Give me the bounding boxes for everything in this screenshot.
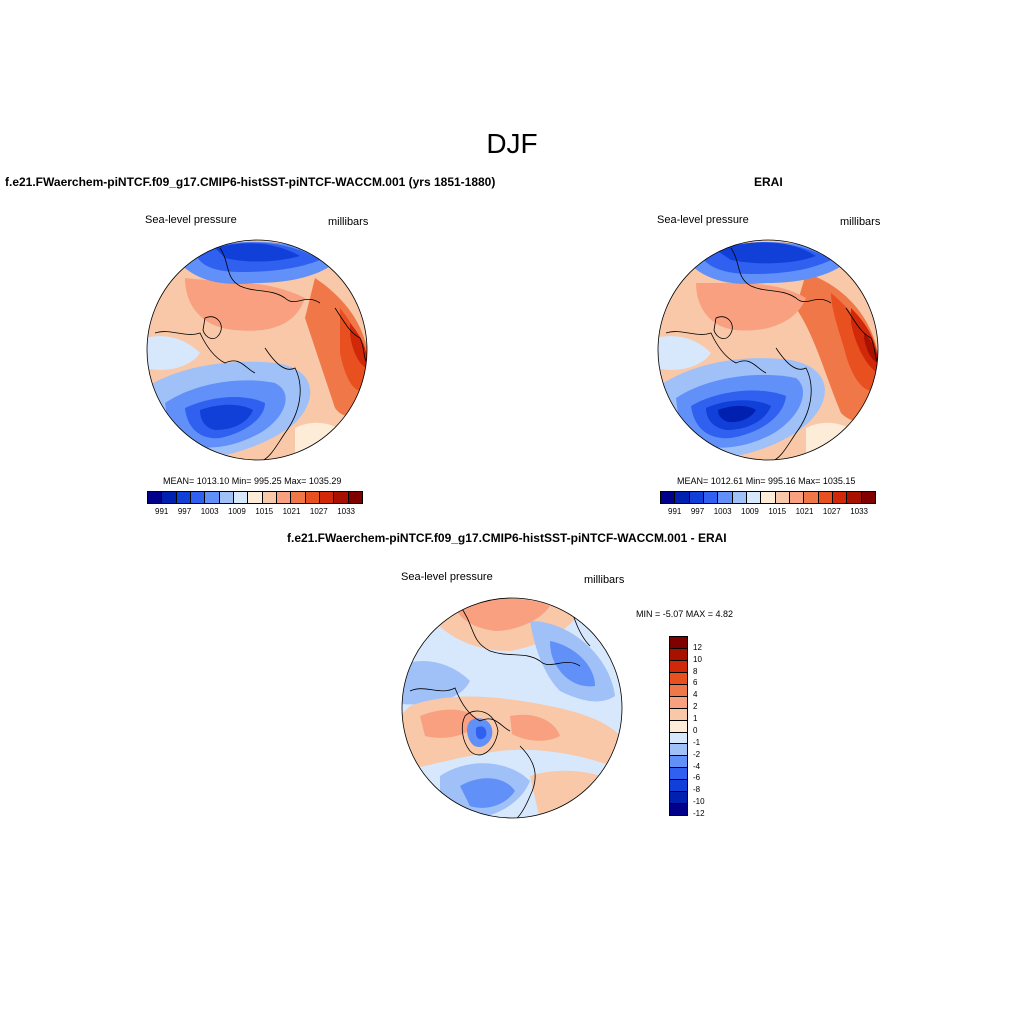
obs-colorbar-swatch bbox=[675, 492, 690, 503]
model-colorbar-swatch bbox=[276, 492, 292, 503]
model-colorbar-swatch bbox=[348, 492, 362, 503]
diff-colorbar-tick-label: 1 bbox=[693, 714, 698, 724]
model-colorbar-swatch bbox=[162, 492, 177, 503]
model-colorbar-tick-label: 991 bbox=[155, 507, 169, 516]
model-stats: MEAN= 1013.10 Min= 995.25 Max= 1035.29 bbox=[163, 476, 342, 486]
obs-colorbar-tick-label: 1021 bbox=[795, 507, 814, 516]
model-colorbar: 991 997 1003 1009 1015 1021 1027 1033 bbox=[147, 491, 363, 516]
model-colorbar-swatch bbox=[262, 492, 277, 503]
diff-colorbar-tick-label: 8 bbox=[693, 666, 698, 676]
model-polar-map bbox=[146, 239, 368, 461]
model-colorbar-tick-label: 1009 bbox=[228, 507, 246, 516]
diff-polar-map bbox=[401, 597, 623, 819]
obs-colorbar-tick-label: 1033 bbox=[850, 507, 868, 516]
model-colorbar-swatch bbox=[334, 492, 349, 503]
model-colorbar-tick-label: 1003 bbox=[200, 507, 219, 516]
diff-colorbar-swatch bbox=[670, 744, 687, 757]
diff-colorbar-swatch bbox=[670, 672, 687, 685]
model-colorbar-swatch bbox=[233, 492, 249, 503]
model-colorbar-swatch bbox=[219, 492, 234, 503]
obs-colorbar-swatch bbox=[832, 492, 848, 503]
diff-colorbar-swatch bbox=[670, 720, 687, 733]
obs-colorbar-tick-label: 1027 bbox=[822, 507, 841, 516]
obs-colorbar-tick-label: 991 bbox=[668, 507, 682, 516]
model-units-label: millibars bbox=[328, 216, 369, 228]
diff-colorbar-swatch bbox=[670, 756, 687, 769]
diff-colorbar-tick-label: -6 bbox=[693, 773, 701, 783]
diff-colorbar-tick-label: -4 bbox=[693, 761, 701, 771]
obs-colorbar-swatch bbox=[789, 492, 805, 503]
model-variable-label: Sea-level pressure bbox=[145, 214, 237, 226]
obs-panel-title: ERAI bbox=[754, 175, 783, 189]
diff-colorbar-tick-label: 12 bbox=[693, 642, 702, 652]
obs-stats: MEAN= 1012.61 Min= 995.16 Max= 1035.15 bbox=[677, 476, 856, 486]
obs-colorbar-swatch bbox=[703, 492, 719, 503]
obs-colorbar-swatch bbox=[746, 492, 762, 503]
obs-colorbar-swatch bbox=[661, 492, 676, 503]
obs-colorbar-swatch bbox=[732, 492, 747, 503]
model-colorbar-swatch bbox=[305, 492, 320, 503]
obs-colorbar-swatch bbox=[689, 492, 704, 503]
obs-colorbar-tick-label: 1003 bbox=[713, 507, 732, 516]
obs-colorbar-swatch bbox=[818, 492, 833, 503]
diff-colorbar-swatch bbox=[670, 768, 687, 781]
diff-panel-title: f.e21.FWaerchem-piNTCF.f09_g17.CMIP6-his… bbox=[287, 531, 727, 545]
diff-colorbar-tick-label: 2 bbox=[693, 702, 698, 712]
obs-colorbar-swatch bbox=[775, 492, 790, 503]
model-colorbar-tick-label: 1033 bbox=[337, 507, 355, 516]
model-colorbar-tick-label: 997 bbox=[177, 507, 192, 516]
model-colorbar-tick-label: 1027 bbox=[309, 507, 328, 516]
obs-colorbar-tick-label: 997 bbox=[690, 507, 705, 516]
obs-colorbar-swatch bbox=[718, 492, 733, 503]
diff-stats: MIN = -5.07 MAX = 4.82 bbox=[636, 609, 734, 619]
obs-polar-map bbox=[657, 239, 879, 461]
model-panel-title: f.e21.FWaerchem-piNTCF.f09_g17.CMIP6-his… bbox=[5, 175, 496, 189]
model-colorbar-swatch bbox=[176, 492, 191, 503]
model-colorbar-swatch bbox=[190, 492, 206, 503]
diff-colorbar-tick-label: -1 bbox=[693, 737, 701, 747]
diff-colorbar-swatch bbox=[670, 696, 687, 709]
obs-units-label: millibars bbox=[840, 216, 881, 228]
diff-colorbar-swatch bbox=[670, 708, 687, 721]
obs-colorbar-tick-label: 1009 bbox=[741, 507, 759, 516]
obs-colorbar-swatch bbox=[861, 492, 875, 503]
diff-units-label: millibars bbox=[584, 574, 625, 586]
diff-colorbar-tick-label: 0 bbox=[693, 725, 698, 735]
diff-colorbar-tick-label: -10 bbox=[693, 797, 705, 807]
model-colorbar-tick-label: 1021 bbox=[282, 507, 301, 516]
obs-colorbar-tick-label: 1015 bbox=[768, 507, 787, 516]
diff-colorbar-swatch bbox=[670, 804, 687, 816]
diff-colorbar-tick-label: -8 bbox=[693, 785, 701, 795]
diff-colorbar-swatch bbox=[670, 660, 687, 673]
diff-colorbar-swatch bbox=[670, 792, 687, 805]
model-colorbar-swatch bbox=[319, 492, 335, 503]
diff-colorbar bbox=[669, 636, 688, 816]
diff-variable-label: Sea-level pressure bbox=[401, 571, 493, 583]
obs-colorbar-swatch bbox=[761, 492, 776, 503]
diff-colorbar-labels: 12 10 8 6 4 2 1 0 -1 -2 -4 -6 -8 -10 -12 bbox=[693, 636, 723, 818]
diff-colorbar-swatch bbox=[670, 684, 687, 697]
diff-colorbar-swatch bbox=[670, 637, 687, 649]
model-colorbar-swatch bbox=[291, 492, 306, 503]
obs-colorbar: 991 997 1003 1009 1015 1021 1027 1033 bbox=[660, 491, 876, 516]
diff-colorbar-tick-label: 4 bbox=[693, 690, 698, 700]
diff-colorbar-swatch bbox=[670, 648, 687, 661]
diff-colorbar-swatch bbox=[670, 732, 687, 745]
obs-colorbar-swatch bbox=[847, 492, 862, 503]
model-colorbar-swatch bbox=[205, 492, 220, 503]
model-colorbar-swatch bbox=[248, 492, 263, 503]
diff-colorbar-swatch bbox=[670, 780, 687, 793]
diff-colorbar-tick-label: 10 bbox=[693, 654, 702, 664]
model-colorbar-swatch bbox=[148, 492, 163, 503]
obs-variable-label: Sea-level pressure bbox=[657, 214, 749, 226]
obs-colorbar-swatch bbox=[804, 492, 819, 503]
diff-colorbar-tick-label: -12 bbox=[693, 809, 705, 818]
diff-colorbar-tick-label: 6 bbox=[693, 678, 698, 688]
model-colorbar-tick-label: 1015 bbox=[255, 507, 274, 516]
figure-title: DJF bbox=[486, 128, 538, 159]
diff-colorbar-tick-label: -2 bbox=[693, 749, 701, 759]
